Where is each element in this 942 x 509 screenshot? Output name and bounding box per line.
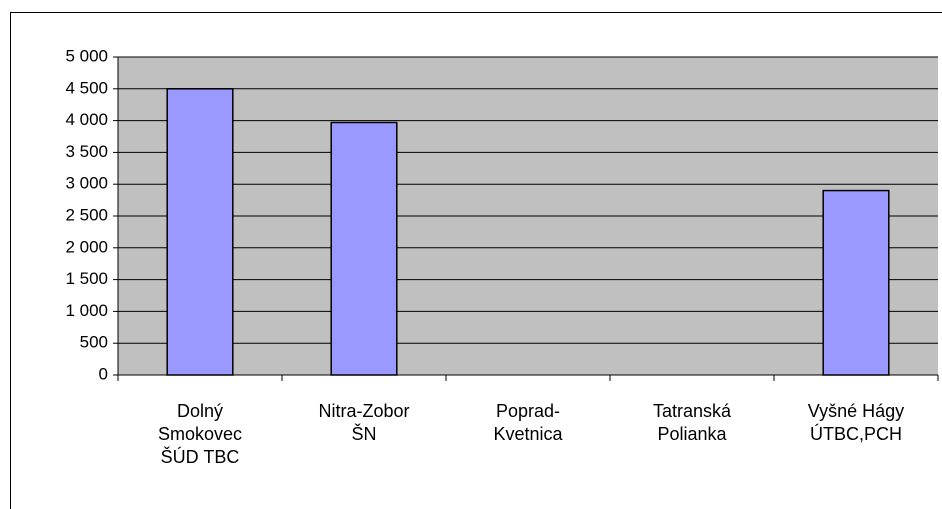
bar xyxy=(166,88,234,376)
y-tick-label: 4 000 xyxy=(65,110,108,129)
bar xyxy=(330,121,398,376)
y-tick-label: 1 000 xyxy=(65,301,108,320)
y-tick-label: 2 000 xyxy=(65,237,108,256)
x-tick-label: Dolný Smokovec ŠÚD TBC xyxy=(157,401,243,467)
y-tick-label: 3 500 xyxy=(65,142,108,161)
y-tick-label: 3 000 xyxy=(65,174,108,193)
x-tick-label: Poprad-Kvetnica xyxy=(493,401,563,444)
x-tick-label: Nitra-Zobor ŠN xyxy=(318,401,410,444)
bar xyxy=(822,189,890,376)
y-tick-label: 2 500 xyxy=(65,205,108,224)
y-tick-label: 0 xyxy=(99,364,108,383)
y-tick-label: 500 xyxy=(80,333,108,352)
y-tick-label: 5 000 xyxy=(65,46,108,65)
y-tick-label: 1 500 xyxy=(65,269,108,288)
x-tick-label: Vyšné Hágy ÚTBC,PCH xyxy=(807,401,905,444)
y-tick-label: 4 500 xyxy=(65,78,108,97)
x-tick-label: Tatranská Polianka xyxy=(652,401,732,444)
